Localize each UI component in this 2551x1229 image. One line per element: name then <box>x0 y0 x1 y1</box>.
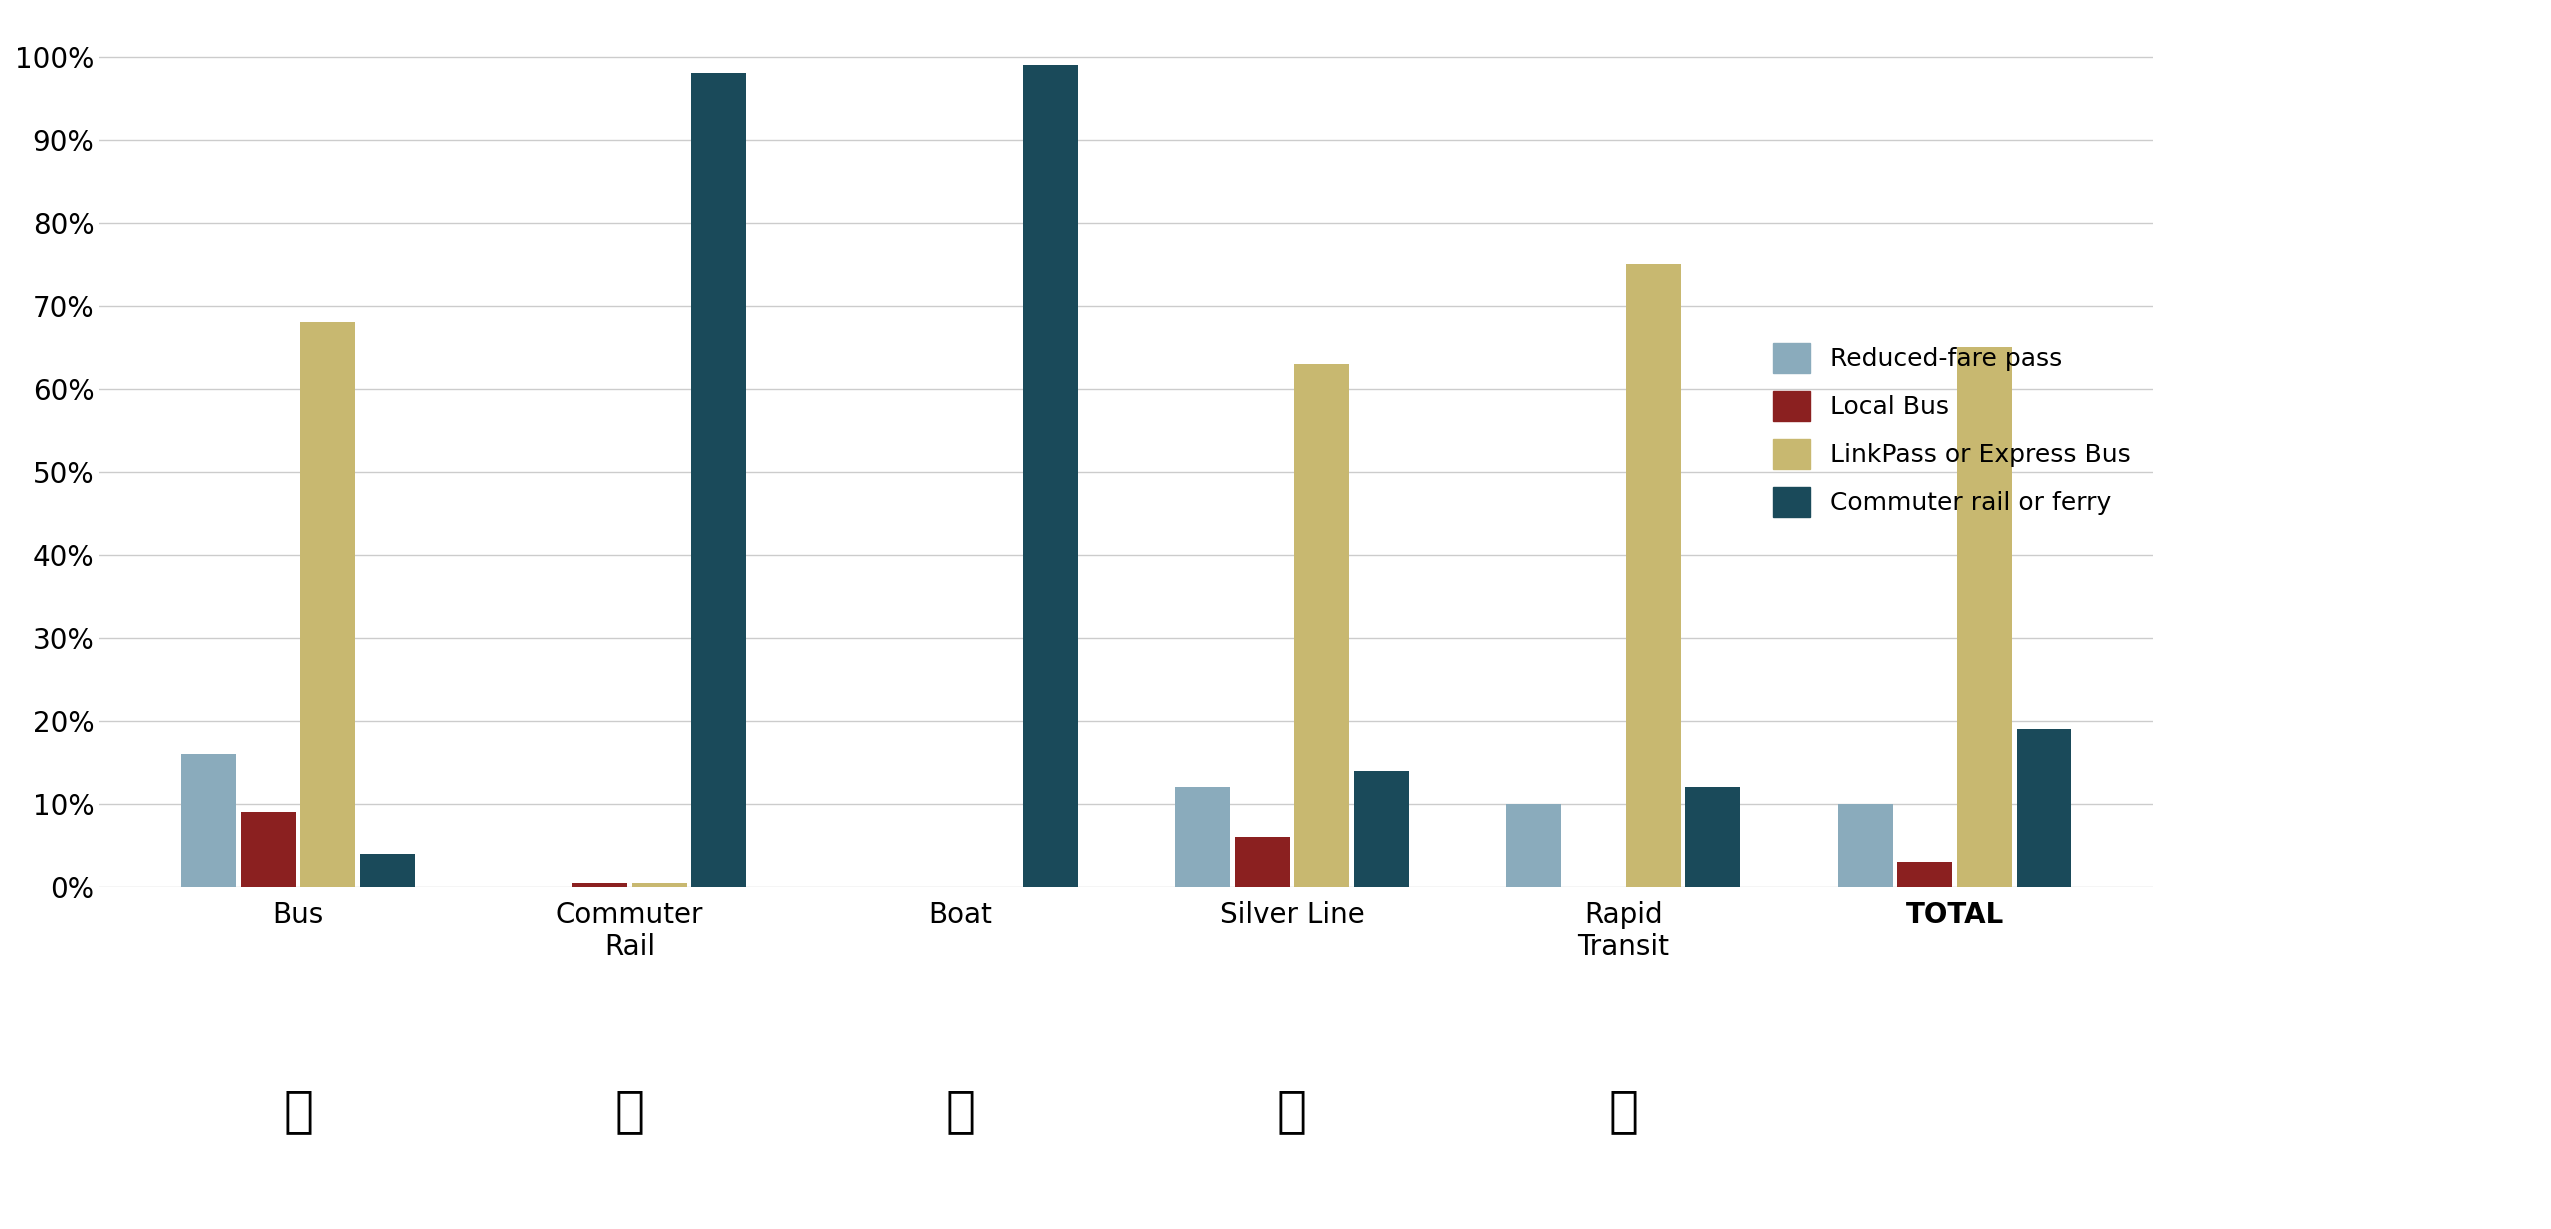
Text: ⛴: ⛴ <box>946 1088 974 1136</box>
Bar <box>1293 364 1349 887</box>
Bar <box>571 882 628 887</box>
Bar <box>1837 804 1893 887</box>
Bar <box>1235 837 1291 887</box>
Bar <box>1176 788 1230 887</box>
Bar <box>633 882 686 887</box>
Text: 🚌: 🚌 <box>1278 1088 1306 1136</box>
Bar <box>1023 65 1077 887</box>
Bar <box>1686 788 1740 887</box>
Bar <box>1957 347 2013 887</box>
Text: 🚂: 🚂 <box>615 1088 645 1136</box>
Text: 🚊: 🚊 <box>1607 1088 1638 1136</box>
Bar <box>1898 862 1952 887</box>
Bar <box>691 74 747 887</box>
Legend: Reduced-fare pass, Local Bus, LinkPass or Express Bus, Commuter rail or ferry: Reduced-fare pass, Local Bus, LinkPass o… <box>1763 333 2140 527</box>
Bar <box>360 854 416 887</box>
Bar <box>2018 729 2071 887</box>
Bar <box>1508 804 1561 887</box>
Bar <box>181 755 237 887</box>
Bar <box>1355 771 1408 887</box>
Bar <box>301 322 355 887</box>
Text: 🚌: 🚌 <box>283 1088 314 1136</box>
Bar <box>240 812 296 887</box>
Bar <box>1625 264 1681 887</box>
